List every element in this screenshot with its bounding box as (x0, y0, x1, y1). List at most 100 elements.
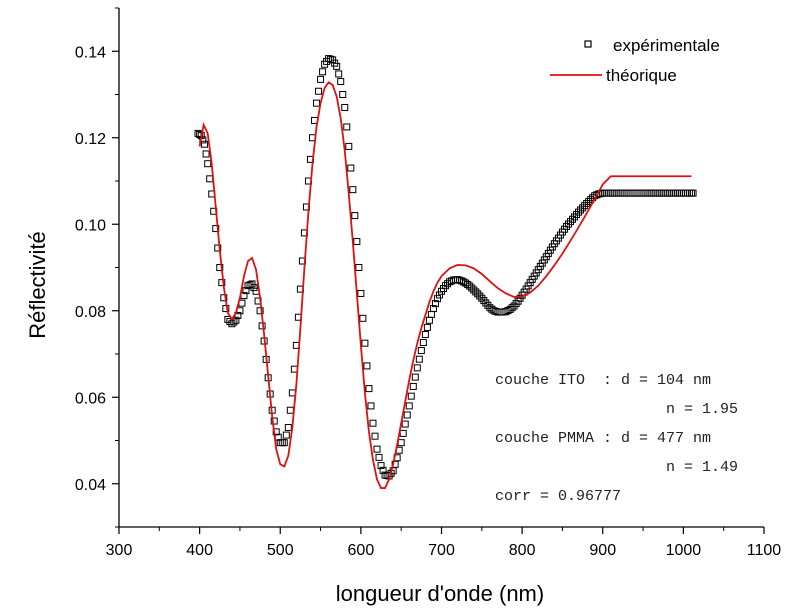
data-point-experimentale (343, 123, 351, 131)
data-point-experimentale (347, 164, 355, 172)
data-point-experimentale (484, 301, 492, 309)
data-point-experimentale (673, 189, 681, 197)
data-point-experimentale (351, 212, 359, 220)
annotation-ito-index: n = 1.95 (666, 401, 738, 418)
data-point-experimentale (365, 385, 373, 393)
data-point-experimentale (359, 314, 367, 322)
data-point-experimentale (647, 189, 655, 197)
data-point-experimentale (421, 331, 429, 339)
data-point-experimentale (212, 225, 220, 233)
data-point-experimentale (641, 189, 649, 197)
data-point-experimentale (635, 189, 643, 197)
y-tick-label: 0.06 (75, 390, 106, 407)
data-point-experimentale (250, 284, 258, 292)
data-point-experimentale (230, 318, 238, 326)
data-point-experimentale (510, 302, 518, 310)
data-point-experimentale (357, 289, 365, 297)
data-point-experimentale (685, 189, 693, 197)
data-point-experimentale (397, 439, 405, 447)
data-point-experimentale (313, 99, 321, 107)
data-point-experimentale (633, 189, 641, 197)
data-point-experimentale (661, 189, 669, 197)
data-point-experimentale (423, 323, 431, 331)
data-point-experimentale (333, 62, 341, 70)
data-point-experimentale (248, 280, 256, 288)
data-point-experimentale (425, 316, 433, 324)
data-point-experimentale (476, 292, 484, 300)
data-point-experimentale (681, 189, 689, 197)
data-point-experimentale (649, 189, 657, 197)
data-point-experimentale (575, 208, 583, 216)
data-point-experimentale (470, 286, 478, 294)
data-point-experimentale (659, 189, 667, 197)
data-point-experimentale (199, 136, 207, 144)
data-point-experimentale (216, 264, 224, 271)
data-point-experimentale (615, 189, 623, 197)
data-point-experimentale (562, 222, 570, 230)
data-point-experimentale (407, 392, 415, 400)
data-point-experimentale (679, 189, 687, 197)
data-point-experimentale (480, 297, 488, 305)
plot-area: 300 400 500 600 700 800 900 1000 1100 0.04 0.06 0.0… (75, 7, 781, 559)
data-point-experimentale (468, 284, 476, 292)
data-point-experimentale (335, 70, 343, 78)
data-point-experimentale (609, 189, 617, 197)
data-point-experimentale (218, 279, 226, 287)
x-tick-label: 900 (589, 542, 616, 559)
data-point-experimentale (373, 445, 381, 453)
data-point-experimentale (488, 305, 496, 313)
data-point-experimentale (577, 206, 585, 214)
x-tick-label: 1000 (666, 542, 702, 559)
data-point-experimentale (270, 417, 278, 425)
data-point-experimentale (319, 68, 327, 76)
data-point-experimentale (220, 294, 228, 302)
data-point-experimentale (687, 189, 695, 197)
data-point-experimentale (567, 218, 574, 226)
data-point-experimentale (429, 305, 437, 313)
data-point-experimentale (403, 411, 411, 419)
series-experimentale (194, 55, 697, 480)
annotation-pmma-index: n = 1.49 (666, 459, 738, 476)
data-point-experimentale (502, 308, 510, 316)
data-point-experimentale (415, 355, 423, 363)
data-point-experimentale (579, 204, 587, 212)
data-point-experimentale (341, 103, 349, 111)
data-point-experimentale (667, 189, 675, 197)
x-axis-title: longueur d'onde (nm) (336, 581, 544, 606)
data-point-experimentale (677, 189, 685, 197)
data-point-experimentale (401, 420, 409, 428)
data-point-experimentale (286, 406, 294, 414)
data-point-experimentale (512, 300, 520, 308)
data-point-experimentale (427, 310, 435, 318)
data-point-experimentale (377, 462, 385, 470)
data-point-experimentale (571, 213, 579, 221)
data-point-experimentale (379, 466, 387, 474)
fit-parameters-annotation: couche ITO : d = 104 nm n = 1.95 couche … (495, 372, 738, 505)
data-point-experimentale (355, 264, 363, 271)
data-point-experimentale (637, 189, 645, 197)
x-tick-label: 300 (106, 542, 133, 559)
data-point-experimentale (325, 55, 333, 63)
data-point-experimentale (317, 75, 325, 83)
data-point-experimentale (284, 424, 292, 432)
data-point-experimentale (367, 402, 375, 410)
data-point-experimentale (369, 419, 377, 427)
data-point-experimentale (214, 244, 222, 252)
data-point-experimentale (337, 78, 345, 86)
data-point-experimentale (200, 140, 208, 148)
y-axis-title: Réflectivité (25, 231, 50, 339)
data-point-experimentale (508, 304, 516, 312)
data-point-experimentale (643, 189, 651, 197)
data-point-experimentale (653, 189, 661, 197)
data-point-experimentale (651, 189, 659, 197)
data-point-experimentale (458, 277, 466, 285)
data-point-experimentale (472, 288, 480, 296)
data-point-experimentale (669, 189, 677, 197)
data-point-experimentale (617, 189, 625, 197)
data-point-experimentale (607, 189, 615, 197)
data-point-experimentale (327, 55, 335, 63)
x-tick-label: 400 (186, 542, 213, 559)
annotation-ito-thickness: couche ITO : d = 104 nm (495, 372, 711, 389)
data-point-experimentale (573, 211, 581, 219)
data-point-experimentale (639, 189, 647, 197)
